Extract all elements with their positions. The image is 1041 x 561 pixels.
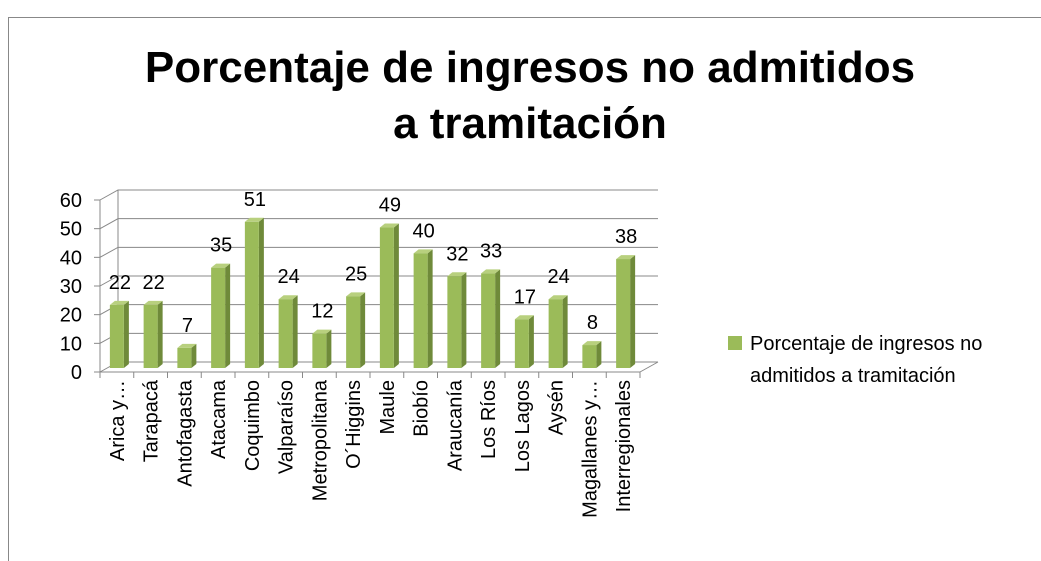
data-label: 32 — [446, 243, 468, 265]
bar-side — [528, 315, 534, 368]
legend-label: Porcentaje de ingresos no admitidos a tr… — [750, 333, 983, 387]
y-tick-label: 20 — [60, 305, 82, 327]
data-label: 17 — [514, 286, 536, 308]
chart-frame — [8, 17, 1041, 561]
bar-top — [548, 295, 568, 300]
bar-side — [157, 300, 163, 368]
bar-side — [123, 300, 129, 368]
bar-side — [326, 329, 332, 368]
data-label: 22 — [143, 272, 165, 294]
x-tick-label: Arica y… — [107, 380, 129, 461]
y-tick-label: 40 — [60, 247, 82, 269]
data-label: 22 — [109, 272, 131, 294]
bar-top — [278, 295, 298, 300]
x-tick-label: Tarapacá — [141, 379, 163, 462]
data-label: 40 — [413, 220, 435, 242]
bar — [379, 227, 394, 368]
bar-top — [447, 272, 467, 277]
bar — [447, 276, 462, 368]
grid-line — [99, 275, 658, 287]
data-label: 49 — [379, 195, 401, 217]
chart-title: Porcentaje de ingresos no admitidos a tr… — [144, 43, 916, 148]
x-tick-label: Maule — [377, 380, 399, 434]
bar-top — [616, 255, 636, 260]
x-tick-label: Los Ríos — [478, 380, 500, 459]
x-tick-label: O´Higgins — [343, 380, 365, 469]
bar-side — [562, 295, 568, 368]
bar — [582, 345, 597, 368]
bar-side — [393, 223, 399, 368]
data-label: 24 — [548, 266, 570, 288]
legend-swatch — [728, 336, 742, 350]
x-tick-label: Los Lagos — [512, 380, 534, 472]
bar — [278, 299, 293, 368]
bar — [177, 347, 192, 368]
y-tick-label: 30 — [60, 276, 82, 298]
data-label: 25 — [345, 263, 367, 285]
bar-side — [596, 341, 602, 368]
x-tick-label: Magallanes y… — [579, 380, 601, 518]
data-label: 12 — [311, 301, 333, 323]
x-tick-label: Aysén — [546, 380, 568, 435]
bar — [481, 273, 496, 368]
x-tick-label: Valparaíso — [276, 380, 298, 474]
grid-line — [99, 304, 658, 316]
y-tick-label: 0 — [71, 362, 82, 384]
y-tick-label: 50 — [60, 219, 82, 241]
x-tick-label: Araucanía — [444, 379, 466, 471]
bar — [413, 253, 428, 368]
bar — [143, 304, 158, 368]
x-tick-label: Atacama — [208, 379, 230, 459]
bar — [616, 259, 631, 368]
grid-line — [99, 218, 658, 230]
grid-line — [99, 189, 658, 201]
bar-side — [258, 217, 264, 368]
bar-side — [427, 249, 433, 368]
data-label: 33 — [480, 240, 502, 262]
bar-side — [461, 272, 467, 368]
bar — [514, 319, 529, 368]
bar — [346, 296, 361, 368]
bar-side — [630, 255, 636, 368]
bar-top — [481, 269, 501, 274]
bar-side — [292, 295, 298, 368]
data-label: 24 — [278, 266, 300, 288]
y-tick-label: 60 — [60, 190, 82, 212]
bar-top — [211, 263, 231, 268]
x-tick-label: Antofagasta — [174, 379, 196, 487]
bar — [548, 299, 563, 368]
bar-top — [514, 315, 534, 320]
floor-edge — [639, 361, 659, 373]
bar-top — [109, 300, 129, 305]
bar-top — [582, 341, 602, 346]
x-tick-label: Metropolitana — [309, 379, 331, 501]
bar-top — [244, 217, 264, 222]
bar-top — [379, 223, 399, 228]
bar-side — [225, 263, 231, 368]
grid-line — [99, 246, 658, 258]
bar-top — [143, 300, 163, 305]
bar — [312, 333, 327, 368]
data-label: 38 — [615, 226, 637, 248]
y-tick-label: 10 — [60, 333, 82, 355]
x-tick-label: Interregionales — [613, 380, 635, 512]
x-tick-label: Biobío — [411, 380, 433, 437]
bar — [211, 267, 226, 368]
bar-side — [191, 343, 197, 368]
data-label: 51 — [244, 189, 266, 211]
data-label: 8 — [587, 312, 598, 334]
bar-top — [413, 249, 433, 254]
data-label: 7 — [182, 315, 193, 337]
x-tick-label: Coquimbo — [242, 380, 264, 471]
bar-side — [495, 269, 501, 368]
bar-top — [312, 329, 332, 334]
bar — [244, 221, 259, 368]
data-label: 35 — [210, 235, 232, 257]
bar-top — [177, 343, 197, 348]
bar — [109, 304, 124, 368]
bar-side — [360, 292, 366, 368]
bar-top — [346, 292, 366, 297]
